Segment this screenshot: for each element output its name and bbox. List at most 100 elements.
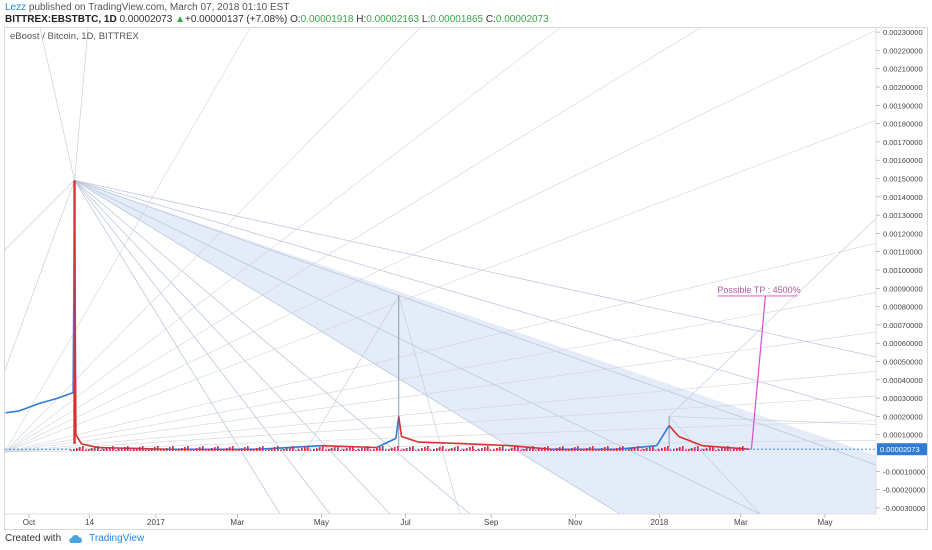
candle — [577, 446, 579, 451]
fan-line — [5, 28, 561, 453]
candle — [298, 449, 300, 451]
candle — [148, 449, 150, 451]
candle — [220, 450, 222, 451]
candle — [523, 449, 525, 451]
candle — [358, 449, 360, 451]
candle — [316, 448, 318, 451]
candle — [268, 449, 270, 451]
tradingview-cloud-icon — [67, 534, 83, 544]
candle — [193, 449, 195, 451]
candle — [253, 449, 255, 451]
candle — [382, 446, 384, 451]
fan-line — [74, 179, 876, 417]
price-segment — [75, 434, 83, 445]
candle — [607, 446, 609, 451]
chart-frame[interactable] — [4, 27, 928, 530]
candle — [511, 448, 513, 451]
price-segment — [656, 425, 670, 447]
fan-line — [74, 180, 471, 514]
price-segment — [73, 196, 77, 435]
candle — [310, 450, 312, 451]
candle — [355, 450, 357, 451]
candle — [202, 446, 204, 451]
candle — [613, 449, 615, 451]
close-label: C: — [485, 14, 496, 25]
fan-line — [74, 180, 761, 514]
y-tick-label: -0.00030000 — [883, 504, 925, 513]
candle — [625, 450, 627, 451]
candle — [565, 450, 567, 451]
candle — [433, 449, 435, 451]
x-tick-label: 2017 — [147, 518, 165, 527]
x-tick-label: 14 — [85, 518, 94, 527]
annotation-text: Possible TP : 4500% — [717, 285, 800, 295]
candle — [727, 446, 729, 451]
footer: Created with TradingView — [5, 533, 144, 544]
candle — [247, 446, 249, 451]
current-price: 0.00002073 — [119, 14, 173, 25]
candle — [232, 446, 234, 451]
candle — [313, 449, 315, 451]
y-tick-label: 0.00100000 — [883, 266, 923, 275]
candle — [688, 449, 690, 451]
price-change: +0.00000137 (+7.08%) — [184, 14, 288, 25]
y-tick-label: 0.00140000 — [883, 193, 923, 202]
candle — [73, 449, 75, 451]
candle — [427, 446, 429, 451]
candle — [379, 447, 381, 451]
plot-area: Possible TP : 4500% — [5, 28, 876, 514]
candle — [505, 450, 507, 451]
tradingview-link[interactable]: TradingView — [89, 533, 145, 544]
fan-line — [5, 120, 876, 453]
candle — [205, 450, 207, 451]
candle — [331, 448, 333, 451]
candle — [307, 446, 309, 451]
price-segment — [38, 397, 59, 405]
y-tick-label: 0.00010000 — [883, 431, 923, 440]
candle — [685, 450, 687, 451]
y-tick-label: 0.00210000 — [883, 65, 923, 74]
fan-line — [668, 217, 876, 417]
candle — [592, 446, 594, 451]
symbol-label: BITTREX:EBSTBTC, 1D — [5, 14, 117, 25]
candle — [280, 450, 282, 451]
fan-shaded-region — [74, 180, 876, 514]
publish-line: Lezz published on TradingView.com, March… — [5, 2, 289, 13]
fan-line — [74, 180, 621, 514]
y-tick-label: 0.00090000 — [883, 284, 923, 293]
candle — [562, 446, 564, 451]
candle — [442, 446, 444, 451]
high-label: H: — [356, 14, 367, 25]
candle — [403, 449, 405, 451]
candle — [538, 449, 540, 451]
candle — [82, 446, 84, 451]
candle — [448, 449, 450, 451]
fan-line — [39, 28, 75, 181]
price-segment — [81, 443, 99, 449]
candle — [724, 447, 726, 451]
candle — [160, 450, 162, 451]
candle — [304, 447, 306, 451]
candle — [388, 449, 390, 451]
author-link[interactable]: Lezz — [5, 2, 27, 13]
candle — [547, 446, 549, 451]
created-with-label: Created with — [5, 533, 62, 544]
candle — [391, 448, 393, 451]
candle — [715, 450, 717, 451]
fan-line — [5, 370, 876, 453]
candle — [397, 446, 399, 451]
candle — [322, 446, 324, 451]
candle — [700, 450, 702, 451]
candle — [430, 450, 432, 451]
price-segment — [397, 416, 403, 437]
fan-line — [74, 180, 391, 514]
fan-line — [5, 243, 876, 453]
y-tick-label: 0.00120000 — [883, 229, 923, 238]
y-tick-label: 0.00190000 — [883, 101, 923, 110]
candle — [697, 446, 699, 451]
y-tick-label: 0.00060000 — [883, 339, 923, 348]
x-tick-label: Nov — [568, 518, 582, 527]
candle — [673, 449, 675, 451]
candle — [571, 448, 573, 451]
